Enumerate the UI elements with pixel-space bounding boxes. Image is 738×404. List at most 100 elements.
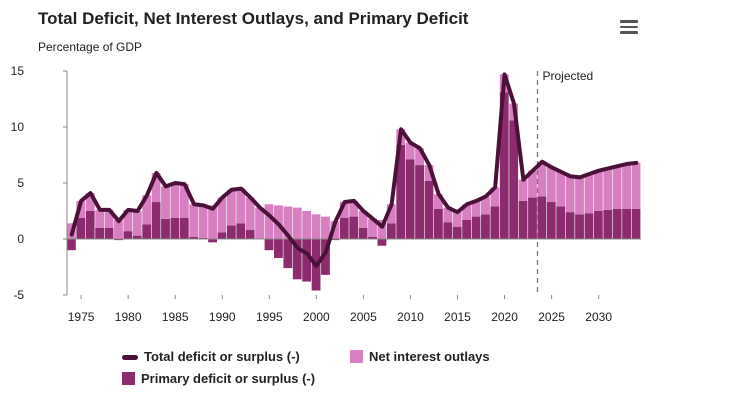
interest-bar	[339, 202, 349, 218]
primary-bar	[396, 144, 406, 239]
primary-bar	[302, 239, 312, 282]
projected-label: Projected	[542, 69, 593, 83]
interest-bar	[546, 167, 556, 203]
total-deficit-line	[69, 72, 639, 268]
x-tick-label: 1985	[162, 310, 189, 324]
primary-bar	[123, 231, 133, 239]
x-tick-label: 2000	[303, 310, 330, 324]
primary-bar	[377, 239, 387, 246]
primary-bar	[518, 200, 528, 239]
primary-bar	[471, 216, 481, 239]
interest-bar	[226, 189, 236, 226]
primary-bar	[368, 236, 377, 239]
interest-bar	[264, 204, 274, 239]
y-tick-label: 15	[11, 64, 25, 78]
primary-bar	[292, 239, 302, 280]
x-tick-label: 1990	[209, 310, 236, 324]
y-tick-label: -5	[13, 288, 24, 302]
x-tick-label: 1995	[256, 310, 283, 324]
primary-bar	[245, 230, 255, 239]
interest-bar	[433, 194, 443, 209]
interest-bar	[575, 177, 584, 215]
interest-bar	[424, 165, 434, 181]
legend-item-interest[interactable]: Net interest outlays	[350, 349, 490, 364]
primary-bar	[405, 159, 415, 239]
primary-bar	[386, 223, 396, 239]
y-tick-label: 5	[17, 176, 24, 190]
interest-bar	[556, 171, 566, 207]
primary-bar	[283, 239, 293, 269]
interest-bar	[462, 204, 472, 220]
legend-item-total[interactable]: Total deficit or surplus (-)	[122, 349, 300, 364]
legend-label-interest: Net interest outlays	[369, 349, 490, 364]
legend-box-swatch	[122, 372, 135, 385]
hamburger-menu-icon[interactable]	[620, 20, 638, 34]
interest-bar	[170, 183, 180, 218]
x-tick-label: 2015	[444, 310, 471, 324]
primary-bar	[546, 202, 556, 239]
interest-bar	[95, 209, 105, 228]
primary-bar	[556, 206, 566, 239]
legend-item-primary[interactable]: Primary deficit or surplus (-)	[122, 371, 315, 386]
interest-bar	[415, 148, 424, 166]
interest-bar	[349, 200, 359, 217]
primary-bar	[179, 217, 189, 239]
primary-bar	[236, 223, 246, 239]
interest-bar	[142, 195, 152, 225]
interest-bar	[311, 214, 321, 239]
primary-bar	[415, 165, 424, 239]
primary-bar	[104, 227, 114, 239]
primary-bar	[142, 224, 152, 239]
interest-bar	[471, 200, 481, 217]
interest-bar	[443, 207, 453, 223]
interest-bar	[528, 170, 537, 198]
interest-bar	[321, 216, 330, 239]
interest-bar	[631, 162, 641, 209]
primary-bar	[95, 227, 105, 239]
interest-bar	[593, 170, 603, 211]
primary-bar	[170, 217, 180, 239]
primary-bar	[349, 216, 359, 239]
interest-bar	[283, 206, 293, 239]
primary-bar	[274, 239, 283, 259]
interest-bar	[217, 197, 227, 233]
primary-bar	[226, 225, 236, 239]
primary-bar	[424, 180, 434, 239]
primary-bar	[132, 235, 142, 239]
primary-bar	[622, 208, 631, 239]
interest-bar	[603, 168, 613, 210]
y-axis-label: Percentage of GDP	[38, 40, 143, 54]
interest-bar	[189, 204, 199, 237]
primary-bar	[358, 227, 368, 239]
interest-bar	[198, 205, 208, 238]
legend-label-primary: Primary deficit or surplus (-)	[141, 371, 316, 386]
x-tick-label: 1975	[68, 310, 95, 324]
interest-bar	[114, 219, 123, 239]
interest-bar	[622, 163, 631, 209]
primary-bar	[452, 226, 462, 239]
primary-bar	[631, 208, 641, 239]
interest-bar	[612, 166, 622, 209]
interest-bar	[537, 161, 547, 197]
primary-bar	[575, 214, 584, 239]
interest-bar	[330, 221, 340, 239]
primary-bar	[443, 222, 453, 239]
interest-bar	[132, 211, 142, 236]
y-tick-label: 10	[11, 120, 25, 134]
x-tick-label: 2025	[538, 310, 565, 324]
primary-bar	[321, 239, 330, 275]
interest-bar	[452, 212, 462, 227]
interest-bar	[85, 193, 95, 211]
primary-bar	[499, 92, 509, 239]
primary-bar	[509, 120, 519, 239]
primary-bar	[330, 239, 340, 241]
x-tick-label: 2020	[491, 310, 518, 324]
primary-bar	[67, 239, 76, 251]
interest-bar	[292, 207, 302, 239]
primary-bar	[151, 202, 161, 239]
interest-bar	[161, 186, 170, 219]
primary-bar	[264, 239, 274, 251]
primary-bar	[217, 232, 227, 239]
x-tick-label: 2030	[585, 310, 612, 324]
primary-bar	[433, 208, 443, 239]
